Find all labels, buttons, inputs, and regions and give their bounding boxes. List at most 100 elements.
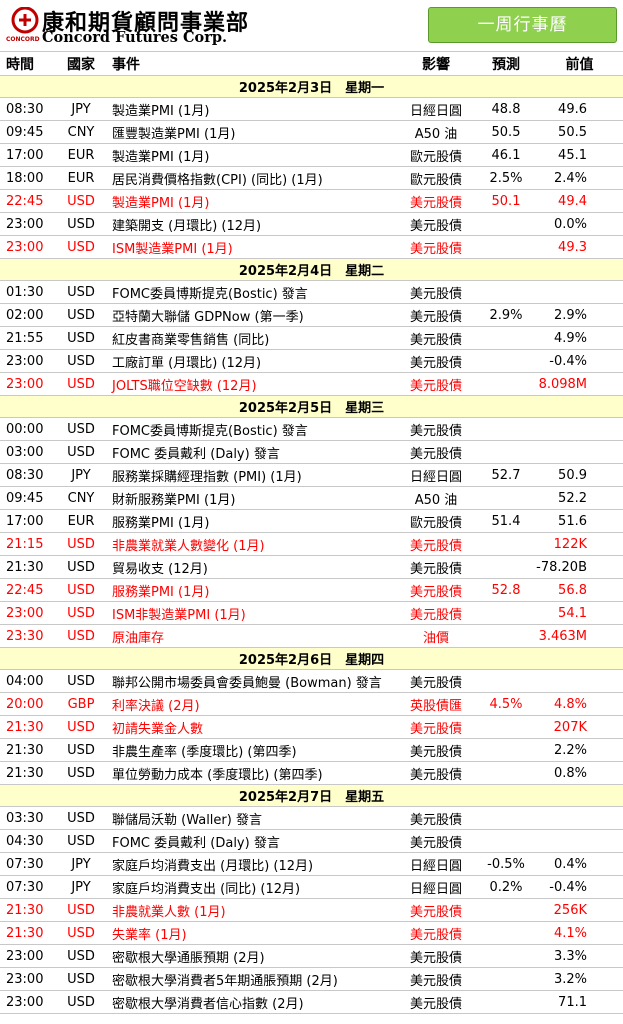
event-previous: 3.463M (536, 624, 623, 648)
event-country: EUR (56, 166, 106, 190)
table-row: 23:00 USD ISM非製造業PMI (1月) 美元股債 54.1 (0, 601, 623, 625)
event-forecast: 46.1 (476, 143, 536, 167)
event-country: USD (56, 990, 106, 1014)
table-row: 21:30 USD 失業率 (1月) 美元股債 4.1% (0, 921, 623, 945)
table-row: 21:30 USD 非農就業人數 (1月) 美元股債 256K (0, 898, 623, 922)
day-header-row: 2025年2月5日 星期三 (0, 395, 623, 418)
event-impact: 美元股債 (396, 990, 476, 1014)
event-previous: 2.4% (536, 166, 623, 190)
table-row: 03:30 USD 聯儲局沃勒 (Waller) 發言 美元股債 (0, 806, 623, 830)
event-country: EUR (56, 143, 106, 167)
event-time: 23:00 (0, 967, 56, 991)
event-name: ISM製造業PMI (1月) (106, 235, 396, 259)
event-country: USD (56, 806, 106, 830)
event-name: 工廠訂單 (月環比) (12月) (106, 349, 396, 373)
event-name: FOMC委員博斯提克(Bostic) 發言 (106, 417, 396, 441)
event-name: 密歇根大學消費者5年期通脹預期 (2月) (106, 967, 396, 991)
table-row: 17:00 EUR 製造業PMI (1月) 歐元股債 46.1 45.1 (0, 143, 623, 167)
event-previous: 56.8 (536, 578, 623, 602)
weekly-calendar-banner: 一周行事曆 (428, 7, 617, 43)
event-name: 單位勞動力成本 (季度環比) (第四季) (106, 761, 396, 785)
event-previous: 2.9% (536, 303, 623, 327)
event-country: USD (56, 624, 106, 648)
table-row: 23:00 USD 密歇根大學通脹預期 (2月) 美元股債 3.3% (0, 944, 623, 968)
day-date-label: 2025年2月4日 星期二 (0, 258, 623, 281)
event-previous: 0.8% (536, 761, 623, 785)
event-time: 17:00 (0, 143, 56, 167)
event-name: 居民消費價格指數(CPI) (同比) (1月) (106, 166, 396, 190)
event-time: 18:00 (0, 166, 56, 190)
event-impact: 美元股債 (396, 532, 476, 556)
event-country: EUR (56, 509, 106, 533)
event-time: 21:30 (0, 738, 56, 762)
table-row: 18:00 EUR 居民消費價格指數(CPI) (同比) (1月) 歐元股債 2.5% 2… (0, 166, 623, 190)
event-forecast (476, 372, 536, 396)
event-name: FOMC 委員戴利 (Daly) 發言 (106, 829, 396, 853)
event-time: 20:00 (0, 692, 56, 716)
event-previous: 8.098M (536, 372, 623, 396)
table-row: 21:30 USD 非農生產率 (季度環比) (第四季) 美元股債 2.2% (0, 738, 623, 762)
event-name: 非農生產率 (季度環比) (第四季) (106, 738, 396, 762)
event-forecast (476, 326, 536, 350)
table-row: 03:00 USD FOMC 委員戴利 (Daly) 發言 美元股債 (0, 440, 623, 464)
event-previous: 0.0% (536, 212, 623, 236)
event-impact: A50 油 (396, 120, 476, 144)
table-row: 17:00 EUR 服務業PMI (1月) 歐元股債 51.4 51.6 (0, 509, 623, 533)
event-previous: 71.1 (536, 990, 623, 1014)
event-forecast (476, 921, 536, 945)
event-forecast (476, 555, 536, 579)
event-country: USD (56, 967, 106, 991)
event-impact: 美元股債 (396, 440, 476, 464)
event-impact: 美元股債 (396, 921, 476, 945)
table-row: 21:30 USD 單位勞動力成本 (季度環比) (第四季) 美元股債 0.8% (0, 761, 623, 785)
event-country: USD (56, 944, 106, 968)
table-row: 21:55 USD 紅皮書商業零售銷售 (同比) 美元股債 4.9% (0, 326, 623, 350)
event-impact: 日經日圓 (396, 97, 476, 121)
event-previous (536, 417, 623, 441)
event-previous: -0.4% (536, 875, 623, 899)
day-header-row: 2025年2月6日 星期四 (0, 647, 623, 670)
event-forecast: 52.7 (476, 463, 536, 487)
event-previous (536, 669, 623, 693)
event-impact: 美元股債 (396, 669, 476, 693)
event-impact: 美元股債 (396, 898, 476, 922)
event-country: GBP (56, 692, 106, 716)
event-previous: 0.4% (536, 852, 623, 876)
event-country: USD (56, 235, 106, 259)
day-date-label: 2025年2月7日 星期五 (0, 784, 623, 807)
event-impact: 美元股債 (396, 601, 476, 625)
event-forecast: 2.5% (476, 166, 536, 190)
table-row: 23:00 USD 密歇根大學消費者信心指數 (2月) 美元股債 71.1 (0, 990, 623, 1014)
event-country: USD (56, 349, 106, 373)
event-time: 03:30 (0, 806, 56, 830)
event-country: USD (56, 715, 106, 739)
event-forecast: 52.8 (476, 578, 536, 602)
event-forecast: 2.9% (476, 303, 536, 327)
event-name: 貿易收支 (12月) (106, 555, 396, 579)
event-time: 17:00 (0, 509, 56, 533)
event-time: 23:00 (0, 944, 56, 968)
event-name: 匯豐製造業PMI (1月) (106, 120, 396, 144)
table-row: 07:30 JPY 家庭戶均消費支出 (同比) (12月) 日經日圓 0.2% -0.4% (0, 875, 623, 899)
day-header-row: 2025年2月3日 星期一 (0, 75, 623, 98)
column-header-time: 時間 (0, 51, 56, 76)
column-header-previous: 前值 (536, 51, 623, 76)
event-previous (536, 440, 623, 464)
event-impact: 美元股債 (396, 417, 476, 441)
event-forecast (476, 898, 536, 922)
event-name: 家庭戶均消費支出 (同比) (12月) (106, 875, 396, 899)
event-country: JPY (56, 875, 106, 899)
event-time: 07:30 (0, 852, 56, 876)
event-impact: 美元股債 (396, 967, 476, 991)
column-header-event: 事件 (106, 51, 396, 76)
day-date-label: 2025年2月5日 星期三 (0, 395, 623, 418)
calendar-body: 2025年2月3日 星期一 08:30 JPY 製造業PMI (1月) 日經日圓 48.8… (0, 75, 623, 1014)
day-date-label: 2025年2月3日 星期一 (0, 75, 623, 98)
table-row: 22:45 USD 服務業PMI (1月) 美元股債 52.8 56.8 (0, 578, 623, 602)
event-time: 23:00 (0, 372, 56, 396)
logo-chinese-name: 康和期貨顧問事業部 (42, 11, 250, 36)
event-forecast (476, 212, 536, 236)
event-name: 非農就業人數 (1月) (106, 898, 396, 922)
event-previous: 4.1% (536, 921, 623, 945)
event-forecast (476, 738, 536, 762)
